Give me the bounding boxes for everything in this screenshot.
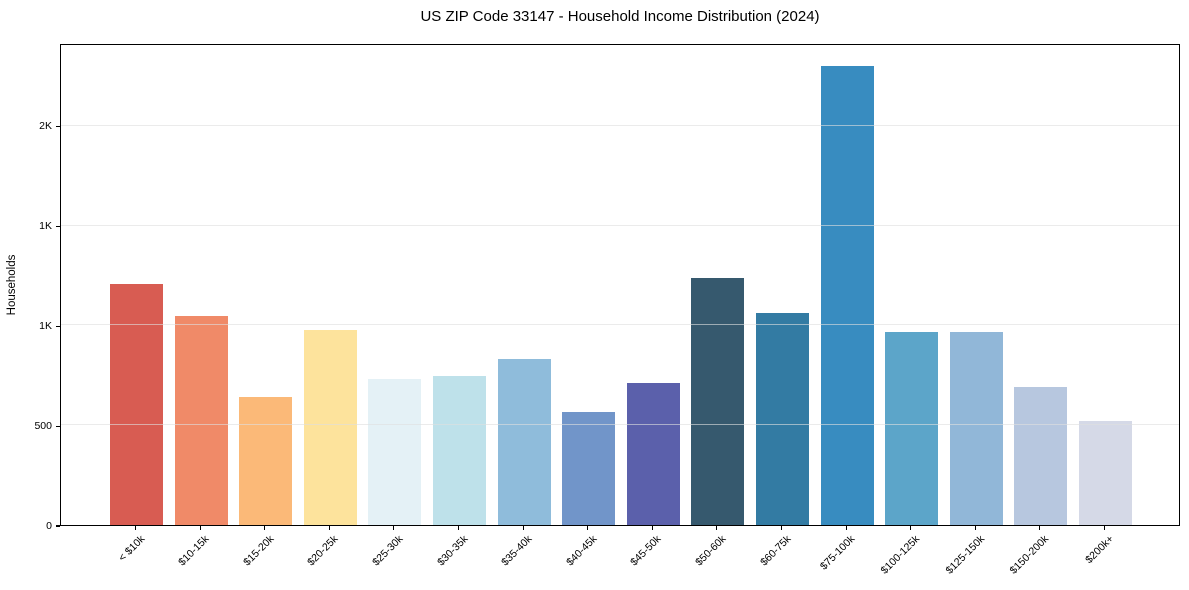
bar-$35-40k — [497, 359, 551, 525]
xtick-label-$125-150k: $125-150k — [943, 533, 987, 577]
plot-area — [60, 44, 1180, 526]
ytick-mark — [55, 325, 60, 327]
xtick-mark — [1039, 526, 1041, 530]
xtick-mark — [328, 526, 330, 530]
xtick-mark — [134, 526, 137, 530]
xtick-mark — [393, 526, 395, 530]
ytick-mark — [55, 226, 60, 228]
bar-$10-15k — [174, 316, 228, 525]
bar-$45-50k — [626, 383, 680, 525]
xtick-label-< $10k: < $10k — [115, 533, 147, 564]
bar-$150-200k — [1014, 387, 1068, 525]
bar-$60-75k — [756, 313, 809, 525]
xtick-mark — [910, 526, 912, 530]
bar-$40-45k — [562, 412, 616, 525]
gridline-1000 — [61, 324, 1179, 326]
bar-$25-30k — [368, 379, 422, 525]
bar-$20-25k — [303, 330, 357, 525]
bar-$15-20k — [239, 397, 293, 525]
xtick-mark — [651, 526, 653, 530]
xtick-label-$100-125k: $100-125k — [878, 533, 923, 577]
bar-< $10k — [110, 283, 163, 525]
y-axis-label: Households — [6, 254, 18, 316]
xtick-mark — [780, 526, 783, 530]
xtick-label-$150-200k: $150-200k — [1007, 533, 1052, 577]
ytick-label-2K: 2K — [39, 120, 52, 133]
xtick-label-$45-50k: $45-50k — [628, 533, 664, 569]
bar-$75-100k — [820, 65, 874, 525]
xtick-mark — [845, 526, 847, 530]
xtick-label-$75-100k: $75-100k — [818, 533, 858, 573]
xtick-mark — [199, 526, 201, 530]
ytick-mark — [55, 525, 60, 527]
bar-$50-60k — [691, 277, 745, 525]
chart-title: US ZIP Code 33147 - Household Income Dis… — [420, 8, 820, 25]
ytick-mark — [55, 126, 60, 128]
xtick-label-$40-45k: $40-45k — [563, 533, 600, 569]
bar-$125-150k — [949, 332, 1003, 525]
ytick-label-1K: 1K — [39, 220, 52, 233]
xtick-mark — [457, 526, 460, 530]
bar-$200k+ — [1079, 421, 1132, 525]
gridline-2000 — [61, 124, 1179, 126]
xtick-label-$10-15k: $10-15k — [176, 533, 212, 569]
ytick-label-1K: 1K — [39, 319, 52, 332]
xtick-mark — [974, 526, 976, 530]
xtick-label-$30-35k: $30-35k — [434, 533, 470, 569]
xtick-mark — [716, 526, 718, 530]
bar-$30-35k — [433, 376, 486, 525]
xtick-mark — [264, 526, 266, 530]
gridline-500 — [61, 424, 1179, 426]
xtick-mark — [1103, 526, 1106, 530]
xtick-label-$20-25k: $20-25k — [305, 533, 341, 569]
xtick-label-$15-20k: $15-20k — [240, 533, 277, 569]
xtick-label-$35-40k: $35-40k — [499, 533, 535, 569]
xtick-label-$60-75k: $60-75k — [757, 533, 793, 569]
xtick-label-$50-60k: $50-60k — [693, 533, 729, 569]
bar-$100-125k — [885, 332, 939, 525]
xtick-label-$25-30k: $25-30k — [370, 533, 406, 569]
gridline-1500 — [61, 224, 1179, 226]
xtick-mark — [587, 526, 589, 530]
ytick-label-500: 500 — [34, 419, 52, 432]
ytick-label-0: 0 — [46, 519, 52, 532]
xtick-mark — [522, 526, 524, 530]
ytick-mark — [55, 425, 60, 427]
xtick-label-$200k+: $200k+ — [1082, 533, 1116, 567]
